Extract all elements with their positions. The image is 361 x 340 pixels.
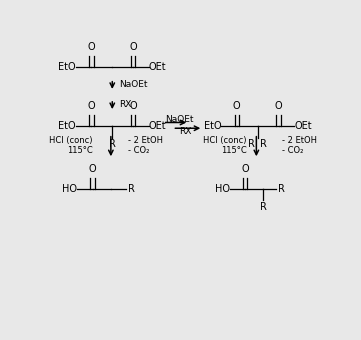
Text: O: O	[89, 164, 96, 174]
Text: O: O	[87, 42, 95, 52]
Text: - 2 EtOH
- CO₂: - 2 EtOH - CO₂	[128, 136, 163, 155]
Text: R: R	[129, 184, 135, 194]
Text: EtO: EtO	[58, 62, 76, 72]
Text: OEt: OEt	[294, 121, 312, 131]
Text: R: R	[260, 202, 267, 212]
Text: R: R	[278, 184, 285, 194]
Text: - 2 EtOH
- CO₂: - 2 EtOH - CO₂	[282, 136, 317, 155]
Text: HCl (conc)
115°C: HCl (conc) 115°C	[203, 136, 247, 155]
Text: RX: RX	[179, 127, 192, 136]
Text: O: O	[275, 101, 283, 111]
Text: R: R	[248, 139, 255, 150]
Text: HO: HO	[215, 184, 230, 194]
Text: O: O	[130, 101, 137, 111]
Text: RX: RX	[119, 100, 132, 109]
Text: O: O	[242, 164, 249, 174]
Text: EtO: EtO	[204, 121, 221, 131]
Text: NaOEt: NaOEt	[119, 80, 148, 89]
Text: R: R	[261, 139, 268, 150]
Text: R: R	[109, 139, 116, 150]
Text: HCl (conc)
115°C: HCl (conc) 115°C	[49, 136, 93, 155]
Text: O: O	[130, 42, 137, 52]
Text: NaOEt: NaOEt	[165, 115, 194, 124]
Text: O: O	[87, 101, 95, 111]
Text: OEt: OEt	[149, 121, 166, 131]
Text: OEt: OEt	[149, 62, 166, 72]
Text: EtO: EtO	[58, 121, 76, 131]
Text: HO: HO	[62, 184, 77, 194]
Text: O: O	[233, 101, 240, 111]
